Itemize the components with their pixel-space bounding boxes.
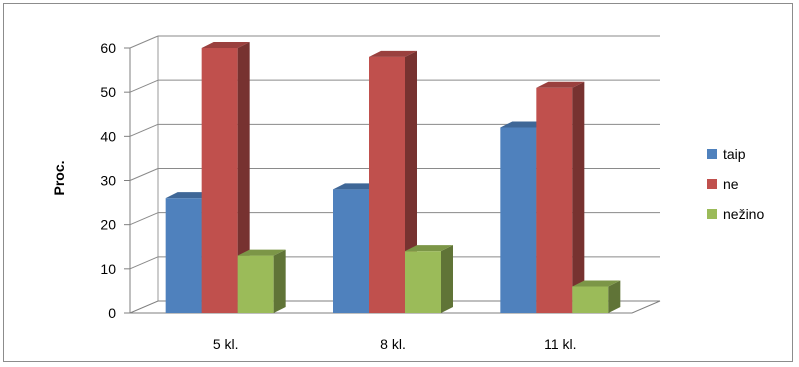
bar-side (237, 42, 250, 313)
gridline-depth (129, 256, 159, 270)
gridline-depth (129, 35, 159, 49)
y-axis-label: Proc. (51, 160, 67, 195)
gridline-depth (129, 212, 159, 226)
legend-swatch (707, 209, 717, 219)
y-tick-label: 20 (100, 217, 116, 233)
gridline-depth (129, 123, 159, 137)
bar-front (536, 87, 573, 313)
x-tick-label: 11 kl. (544, 336, 576, 352)
bar-side (273, 249, 286, 313)
bar-front (405, 251, 441, 313)
legend-swatch (707, 149, 717, 159)
bar-front (369, 56, 405, 313)
bar-nežino-5kl (237, 249, 286, 313)
y-tick-label: 30 (100, 173, 116, 189)
x-tick-label: 5 kl. (213, 336, 239, 352)
bar-top (572, 280, 621, 287)
x-tick-labels: 5 kl. 8 kl. 11 kl. (213, 336, 577, 352)
bar-front (333, 189, 369, 313)
floor (129, 300, 661, 314)
y-tick-label: 60 (100, 40, 116, 56)
bar-ne-5kl (201, 42, 250, 313)
bar-front (237, 255, 274, 313)
y-tick-label: 10 (100, 261, 116, 277)
legend: taip ne nežino (707, 146, 764, 222)
gridline-depth (129, 168, 159, 181)
x-tick-label: 8 kl. (380, 336, 406, 352)
bar-top (369, 50, 417, 57)
bar-ne-8kl (369, 50, 417, 313)
legend-swatch (707, 179, 717, 189)
bar-nežino-11kl (572, 280, 621, 313)
bar-front (201, 48, 238, 313)
y-tick-label: 0 (108, 305, 116, 321)
y-tick-labels: 0 10 20 30 40 50 60 (100, 40, 116, 321)
bar-ne-11kl (536, 81, 585, 313)
bar-front (500, 127, 537, 313)
legend-label: ne (723, 176, 739, 192)
bar-front (165, 198, 202, 313)
bar-top (201, 42, 250, 48)
bar-top (237, 249, 286, 256)
y-tick-label: 40 (100, 128, 116, 144)
bar-side (572, 81, 585, 313)
legend-item-taip: taip (707, 146, 746, 162)
bar-front (572, 286, 609, 313)
bar-nežino-8kl (405, 245, 453, 313)
bars (165, 42, 621, 313)
bar-side (441, 245, 453, 313)
bar-side (608, 280, 621, 313)
legend-item-nežino: nežino (707, 206, 764, 222)
legend-item-ne: ne (707, 176, 739, 192)
legend-label: nežino (723, 206, 764, 222)
gridline-depth (129, 79, 159, 93)
legend-label: taip (723, 146, 746, 162)
bar-top (405, 245, 453, 252)
y-tick-label: 50 (100, 84, 116, 100)
bar-top (536, 81, 585, 88)
